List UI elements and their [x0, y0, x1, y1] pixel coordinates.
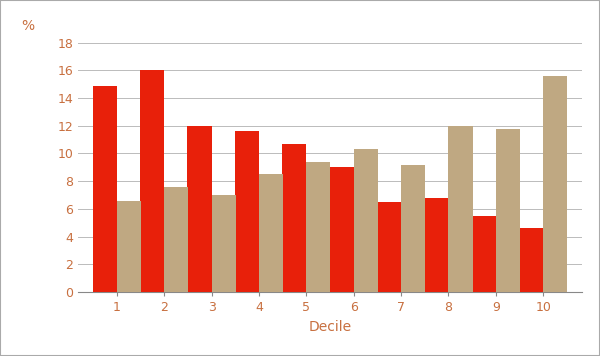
- Bar: [259, 174, 283, 292]
- Bar: [448, 126, 473, 292]
- Bar: [212, 195, 236, 292]
- Bar: [117, 200, 141, 292]
- X-axis label: Decile: Decile: [308, 319, 352, 334]
- Bar: [496, 129, 520, 292]
- Bar: [282, 144, 307, 292]
- Bar: [424, 198, 448, 292]
- Bar: [377, 202, 401, 292]
- Bar: [92, 86, 117, 292]
- Bar: [401, 164, 425, 292]
- Bar: [353, 149, 378, 292]
- Bar: [307, 162, 331, 292]
- Bar: [235, 131, 259, 292]
- Text: %: %: [21, 19, 34, 33]
- Bar: [543, 76, 568, 292]
- Bar: [329, 167, 353, 292]
- Bar: [140, 70, 164, 292]
- Bar: [472, 216, 496, 292]
- Bar: [164, 187, 188, 292]
- Bar: [519, 228, 543, 292]
- Bar: [187, 126, 212, 292]
